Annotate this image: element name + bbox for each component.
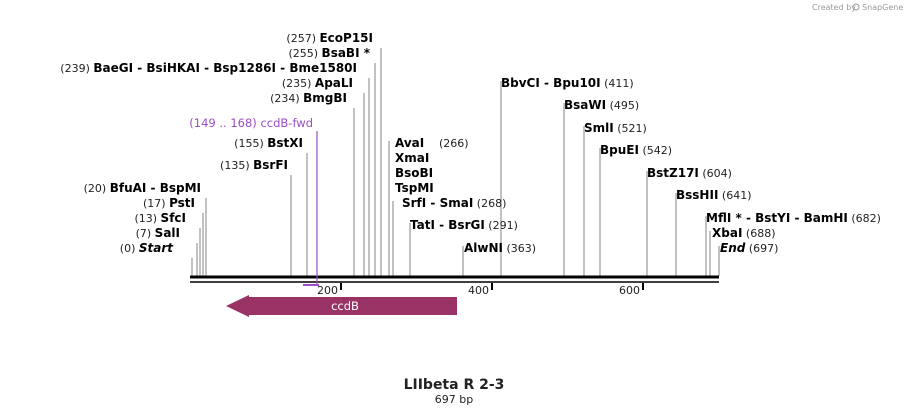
site-apali[interactable]: (235) ApaLI — [282, 76, 353, 90]
site-label-line: (0) Start — [120, 241, 174, 255]
site-label-line: MflI * - BstYI - BamHI (682) — [706, 211, 881, 225]
site-bfuai[interactable]: (20) BfuAI - BspMI — [84, 181, 201, 195]
site-label-line: SmlI (521) — [584, 121, 647, 135]
ruler-ticks: 200 400 600 — [317, 283, 644, 297]
site-bstxi[interactable]: (155) BstXI — [234, 136, 303, 150]
site-label-line: End (697) — [720, 241, 778, 255]
credit-brand: SnapGene — [862, 3, 903, 12]
feature-ccdB-arrow[interactable] — [226, 295, 457, 317]
site-bsshii[interactable]: BssHII (641) — [676, 188, 751, 202]
site-label-line: (257) EcoP15I — [286, 31, 373, 45]
site-sfci[interactable]: (13) SfcI — [134, 211, 186, 225]
site-baegi[interactable]: (239) BaeGI - BsiHKAI - Bsp1286I - Bme15… — [60, 61, 357, 75]
site-xbai[interactable]: XbaI (688) — [712, 226, 775, 240]
site-name: TspMI — [395, 181, 434, 195]
site-start[interactable]: (0) Start — [120, 241, 174, 255]
site-psti[interactable]: (17) PstI — [143, 196, 195, 210]
primer-ccdB-fwd[interactable]: (149 .. 168) ccdB-fwd — [189, 116, 319, 286]
site-label-line: (135) BsrFI — [220, 158, 288, 172]
map-title: LIIbeta R 2-3 — [404, 377, 505, 393]
site-name: BsoBI — [395, 166, 433, 180]
site-label-line: (17) PstI — [143, 196, 195, 210]
site-bsrfi[interactable]: (135) BsrFI — [220, 158, 288, 172]
site-bpuei[interactable]: BpuEI (542) — [600, 143, 672, 157]
site-label-line: (155) BstXI — [234, 136, 303, 150]
site-leader-lines — [191, 48, 720, 276]
site-label-line: BssHII (641) — [676, 188, 751, 202]
ruler-tick-label-600: 600 — [619, 284, 640, 297]
site-label-line: (239) BaeGI - BsiHKAI - Bsp1286I - Bme15… — [60, 61, 357, 75]
site-sali[interactable]: (7) SalI — [136, 226, 180, 240]
site-srfi[interactable]: SrfI - SmaI (268) — [402, 196, 506, 210]
ruler-tick-label-200: 200 — [317, 284, 338, 297]
site-label-line: BstZ17I (604) — [647, 166, 732, 180]
site-label-line: (235) ApaLI — [282, 76, 353, 90]
site-label-line: (7) SalI — [136, 226, 180, 240]
map-length: 697 bp — [435, 393, 473, 406]
site-name: XmaI — [395, 151, 429, 165]
site-name: AvaI — [395, 136, 424, 150]
site-bsawi[interactable]: BsaWI (495) — [564, 98, 639, 112]
site-label-line: (234) BmgBI — [270, 91, 347, 105]
site-bsabi[interactable]: (255) BsaBI * — [288, 46, 370, 60]
site-bbvci[interactable]: BbvCI - Bpu10I (411) — [501, 76, 634, 90]
site-end[interactable]: End (697) — [720, 241, 778, 255]
site-mfli[interactable]: MflI * - BstYI - BamHI (682) — [706, 211, 881, 225]
site-alwni[interactable]: AlwNI (363) — [464, 241, 536, 255]
site-label-line: AlwNI (363) — [464, 241, 536, 255]
site-label-line: TatI - BsrGI (291) — [410, 218, 518, 232]
ruler-tick-label-400: 400 — [468, 284, 489, 297]
site-bmgbi[interactable]: (234) BmgBI — [270, 91, 347, 105]
site-label-line: SrfI - SmaI (268) — [402, 196, 506, 210]
site-label-line: XbaI (688) — [712, 226, 775, 240]
primer-label: (149 .. 168) ccdB-fwd — [189, 116, 313, 130]
site-labels: (0) Start(7) SalI(13) SfcI(17) PstI(20) … — [60, 31, 881, 255]
site-position: (266) — [439, 137, 469, 150]
site-ecop15i[interactable]: (257) EcoP15I — [286, 31, 373, 45]
site-label-line: BpuEI (542) — [600, 143, 672, 157]
site-label-line: (255) BsaBI * — [288, 46, 370, 60]
site-tati[interactable]: TatI - BsrGI (291) — [410, 218, 518, 232]
site-label-line: BbvCI - Bpu10I (411) — [501, 76, 634, 90]
site-label-line: (13) SfcI — [134, 211, 186, 225]
feature-ccdB-label: ccdB — [331, 299, 359, 313]
site-bstz17i[interactable]: BstZ17I (604) — [647, 166, 732, 180]
site-label-line: BsaWI (495) — [564, 98, 639, 112]
credit-text: Created by — [812, 3, 856, 12]
snapgene-logo-icon — [852, 3, 860, 11]
site-smli[interactable]: SmlI (521) — [584, 121, 647, 135]
site-label-line: (20) BfuAI - BspMI — [84, 181, 201, 195]
